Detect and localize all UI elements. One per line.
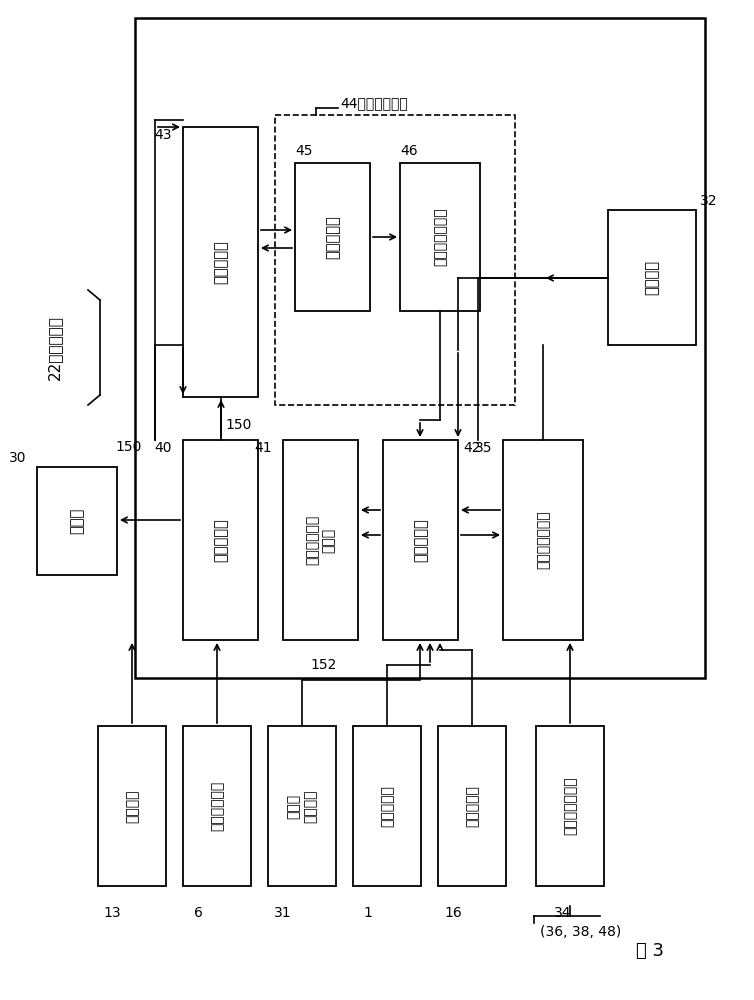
Text: 反射镜移动机构: 反射镜移动机构 [563, 777, 577, 835]
Bar [438, 726, 506, 886]
Text: 34: 34 [554, 906, 572, 920]
Text: 41: 41 [254, 441, 272, 455]
Bar [37, 467, 117, 575]
Text: 150: 150 [225, 418, 251, 432]
Text: 空间调制元件: 空间调制元件 [210, 781, 224, 831]
Text: 摄像元件: 摄像元件 [125, 789, 139, 823]
Text: 30: 30 [8, 451, 26, 465]
Text: 40: 40 [155, 441, 172, 455]
Text: 缺陷提取部: 缺陷提取部 [325, 215, 340, 259]
Text: 装置控制部: 装置控制部 [413, 518, 428, 562]
Text: 152: 152 [310, 658, 336, 672]
Bar [353, 726, 421, 886]
Bar [295, 163, 370, 311]
Text: 用户界面: 用户界面 [645, 260, 660, 295]
Text: 加工头
移动机构: 加工头 移动机构 [287, 789, 317, 823]
Text: 46: 46 [400, 144, 418, 158]
Text: 45: 45 [295, 144, 312, 158]
Bar [268, 726, 336, 886]
Text: 6: 6 [194, 906, 202, 920]
Text: 35: 35 [474, 441, 492, 455]
Bar [383, 440, 458, 640]
Text: 显示部: 显示部 [69, 508, 84, 534]
Text: 42: 42 [463, 441, 480, 455]
Bar [536, 726, 604, 886]
Bar [98, 726, 166, 886]
Text: 激光振荡器: 激光振荡器 [380, 785, 394, 827]
Text: 150: 150 [115, 440, 142, 454]
Text: 数据存储部: 数据存储部 [213, 240, 228, 284]
Bar [503, 440, 583, 640]
Bar [608, 210, 696, 345]
Text: 图 3: 图 3 [636, 942, 664, 960]
Bar [283, 440, 358, 640]
Text: 1: 1 [363, 906, 372, 920]
Text: 16: 16 [444, 906, 462, 920]
Bar [400, 163, 480, 311]
Bar [183, 127, 258, 397]
Text: 图像取入部: 图像取入部 [213, 518, 228, 562]
Text: 空间调制元件
驱动部: 空间调制元件 驱动部 [305, 515, 336, 565]
Text: 31: 31 [274, 906, 292, 920]
Bar [183, 726, 251, 886]
Text: 43: 43 [155, 128, 172, 142]
Bar [135, 18, 705, 678]
Text: 22：控制装置: 22：控制装置 [48, 316, 63, 380]
Text: 32: 32 [700, 194, 718, 208]
Bar [275, 115, 515, 405]
Bar [183, 440, 258, 640]
Text: 13: 13 [103, 906, 121, 920]
Text: 观察用光源: 观察用光源 [465, 785, 479, 827]
Text: (36, 38, 48): (36, 38, 48) [540, 925, 621, 939]
Text: 44：图像处理部: 44：图像处理部 [340, 96, 408, 110]
Text: 加工数据生成部: 加工数据生成部 [433, 208, 447, 266]
Text: 移动机构控制部: 移动机构控制部 [536, 511, 550, 569]
